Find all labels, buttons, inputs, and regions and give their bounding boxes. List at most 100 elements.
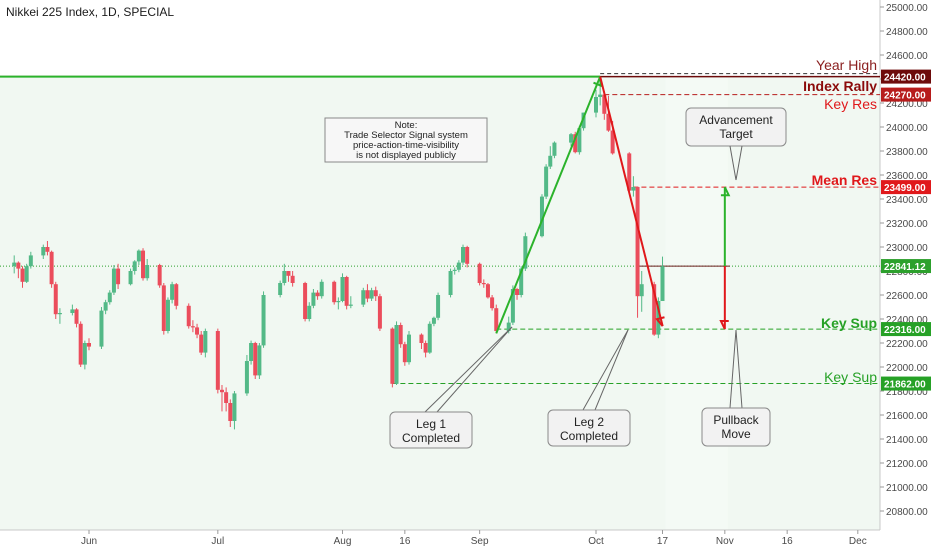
candle-body bbox=[631, 187, 636, 191]
candle-body bbox=[477, 263, 482, 283]
leg2-callout-text: Leg 2 bbox=[574, 415, 604, 429]
candle bbox=[436, 292, 441, 321]
candle-body bbox=[107, 292, 112, 303]
y-tick-label: 23000.00 bbox=[886, 243, 928, 254]
pullback-callout-text: Move bbox=[721, 427, 751, 441]
level-label-year-high: Year High bbox=[816, 57, 877, 73]
candle-body bbox=[170, 284, 175, 300]
candle bbox=[552, 141, 557, 159]
candle-body bbox=[232, 393, 237, 421]
candle bbox=[78, 321, 83, 367]
y-tick-label: 24600.00 bbox=[886, 51, 928, 62]
candle bbox=[485, 283, 490, 299]
leg1-callout-pointer bbox=[436, 326, 513, 413]
y-tick-label: 21800.00 bbox=[886, 387, 928, 398]
x-tick-label: 16 bbox=[399, 536, 411, 547]
candle bbox=[190, 320, 195, 333]
x-tick-label: Aug bbox=[334, 536, 352, 547]
candle bbox=[365, 284, 370, 303]
candle bbox=[594, 89, 598, 118]
advancement-arrow-head bbox=[720, 186, 731, 197]
candle-body bbox=[49, 251, 54, 285]
price-tag-mean-res: 23499.00 bbox=[884, 183, 926, 194]
level-label-index-rally: Index Rally bbox=[803, 78, 877, 94]
candle-body bbox=[53, 284, 58, 315]
candle-body bbox=[627, 153, 632, 191]
pullback-arrow-head bbox=[719, 319, 729, 330]
candle bbox=[639, 271, 644, 312]
candle bbox=[45, 241, 50, 256]
candle bbox=[660, 256, 665, 301]
candle bbox=[477, 262, 482, 286]
candle bbox=[523, 232, 528, 271]
y-tick-label: 22000.00 bbox=[886, 363, 928, 374]
candle-body bbox=[373, 290, 378, 297]
candle-body bbox=[635, 187, 640, 297]
candle bbox=[249, 340, 254, 365]
candle-body bbox=[199, 334, 204, 353]
candle bbox=[548, 146, 553, 169]
candle bbox=[303, 281, 308, 322]
candle bbox=[394, 321, 399, 385]
candle-body bbox=[136, 250, 141, 262]
candle-body bbox=[315, 292, 320, 297]
candle-body bbox=[82, 343, 87, 365]
candle bbox=[219, 385, 224, 412]
price-tag-bg-year-high bbox=[881, 69, 931, 84]
y-tick-label: 21400.00 bbox=[886, 435, 928, 446]
x-tick-label: 17 bbox=[657, 536, 669, 547]
note-annotation: Note:Trade Selector Signal systemprice-a… bbox=[324, 117, 488, 163]
candle bbox=[398, 322, 403, 348]
candle-body bbox=[573, 134, 578, 153]
candle-body bbox=[365, 290, 370, 299]
x-tick-label: Jun bbox=[81, 536, 97, 547]
candle-body bbox=[344, 277, 349, 306]
leg2-callout-pointer bbox=[594, 329, 629, 411]
candle bbox=[82, 340, 87, 370]
candle-body bbox=[523, 236, 528, 269]
candle bbox=[28, 251, 33, 269]
candle-body bbox=[282, 271, 287, 283]
current-price-tag-bg bbox=[881, 259, 931, 274]
candle-body bbox=[336, 301, 341, 303]
advancement-pointer bbox=[729, 145, 737, 181]
x-tick-label: 16 bbox=[782, 536, 794, 547]
candle-body bbox=[377, 296, 382, 329]
candle bbox=[373, 286, 378, 301]
candle-body bbox=[311, 292, 316, 306]
candle-body bbox=[419, 334, 424, 343]
candle-body bbox=[186, 305, 191, 327]
candle bbox=[348, 296, 353, 309]
candle-body bbox=[249, 343, 254, 361]
candle bbox=[41, 244, 46, 259]
candle bbox=[116, 263, 121, 289]
candle bbox=[57, 308, 62, 324]
candle-body bbox=[45, 247, 50, 252]
candle-body bbox=[340, 277, 345, 301]
candle bbox=[145, 259, 150, 281]
candle-body bbox=[390, 328, 395, 384]
candle-body bbox=[610, 130, 615, 154]
candle bbox=[224, 387, 229, 412]
leg1-callout-box bbox=[389, 411, 473, 449]
candle-body bbox=[490, 297, 495, 309]
candle-body bbox=[398, 325, 403, 345]
y-tick-label: 21200.00 bbox=[886, 459, 928, 470]
candle bbox=[544, 164, 549, 199]
candle bbox=[111, 265, 116, 295]
candle-body bbox=[190, 326, 195, 328]
y-tick-label: 25000.00 bbox=[886, 3, 928, 14]
leg1-callout-pointer bbox=[424, 326, 513, 413]
candle-body bbox=[519, 268, 524, 295]
price-tag-bg-key-sup-2 bbox=[881, 376, 931, 391]
candle-body bbox=[402, 344, 407, 363]
candle-body bbox=[303, 283, 308, 319]
candle-body bbox=[111, 268, 116, 293]
price-tag-bg-key-sup-1 bbox=[881, 322, 931, 337]
candle bbox=[128, 268, 133, 286]
candle bbox=[461, 244, 466, 265]
candle bbox=[253, 341, 258, 379]
